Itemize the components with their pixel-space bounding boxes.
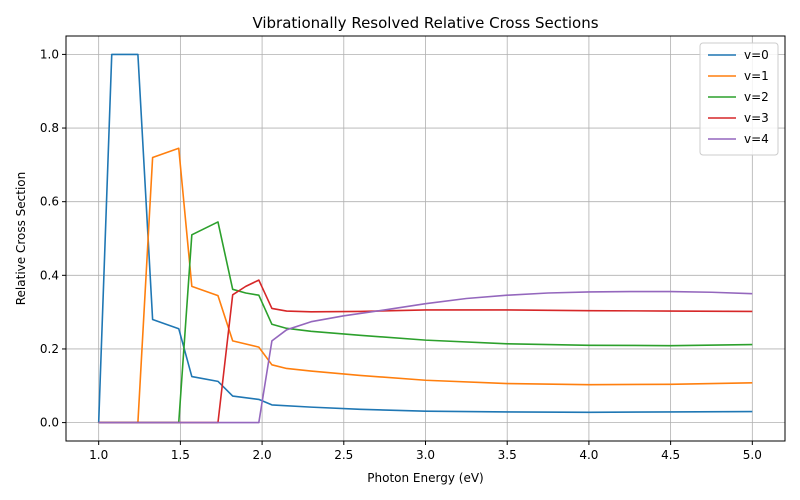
y-tick-label: 0.0: [40, 416, 59, 430]
y-tick-label: 0.4: [40, 268, 59, 282]
grid: [66, 36, 785, 441]
legend: v=0 v=1 v=2 v=3 v=4: [699, 42, 779, 156]
legend-label: v=0: [744, 48, 769, 62]
x-tick-label: 2.0: [253, 448, 272, 462]
series-lines: [97, 53, 753, 424]
legend-label: v=2: [744, 90, 769, 104]
y-axis: 0.0 0.2 0.4 0.6 0.8 1.0: [40, 47, 66, 430]
series-line-v=3: [98, 279, 753, 424]
x-tick-label: 1.5: [171, 448, 190, 462]
legend-label: v=4: [744, 132, 769, 146]
y-axis-label: Relative Cross Section: [14, 172, 28, 306]
legend-box: [699, 42, 779, 156]
y-tick-label: 1.0: [40, 47, 59, 61]
series-line-v=4: [98, 290, 753, 424]
y-tick-label: 0.2: [40, 342, 59, 356]
x-tick-label: 1.0: [89, 448, 108, 462]
x-tick-label: 3.0: [416, 448, 435, 462]
chart-title: Vibrationally Resolved Relative Cross Se…: [252, 14, 598, 32]
y-tick-label: 0.6: [40, 195, 59, 209]
x-tick-label: 4.0: [579, 448, 598, 462]
y-tick-label: 0.8: [40, 121, 59, 135]
x-tick-label: 5.0: [743, 448, 762, 462]
series-line-v=0: [97, 53, 753, 423]
series-line-v=1: [98, 147, 753, 424]
x-tick-label: 4.5: [661, 448, 680, 462]
legend-label: v=1: [744, 69, 769, 83]
x-tick-label: 3.5: [498, 448, 517, 462]
series-line-v=2: [98, 221, 753, 424]
x-axis-label: Photon Energy (eV): [367, 471, 483, 485]
x-tick-label: 2.5: [334, 448, 353, 462]
legend-label: v=3: [744, 111, 769, 125]
x-axis: 1.0 1.5 2.0 2.5 3.0 3.5 4.0 4.5 5.0: [89, 441, 762, 462]
